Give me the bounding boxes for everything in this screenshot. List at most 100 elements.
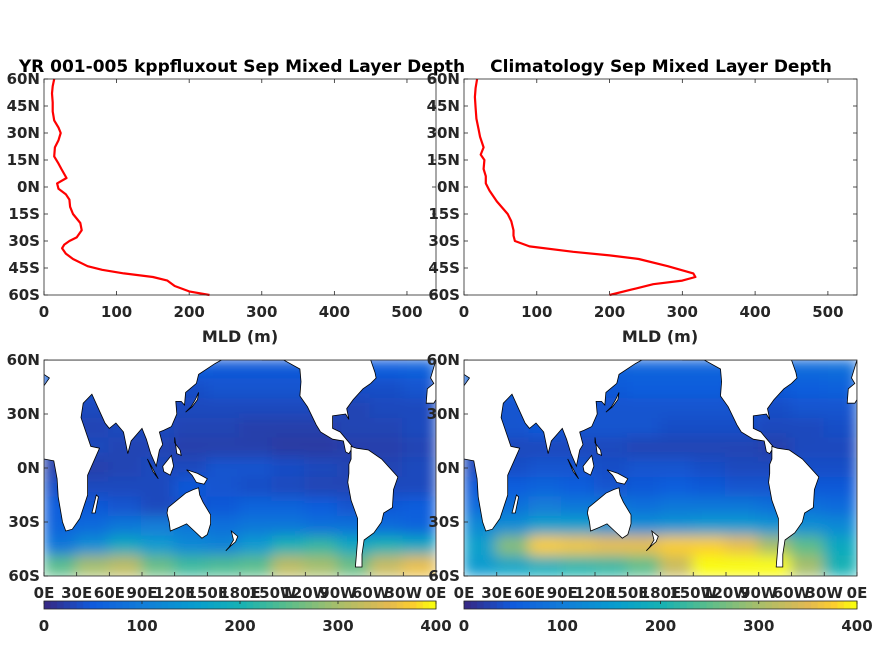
mld-cell	[206, 457, 241, 479]
mld-cell	[659, 437, 695, 460]
mld-cell	[528, 555, 564, 576]
colorbar-swatch	[122, 601, 130, 609]
mld-cell	[823, 457, 857, 479]
mld-cell	[659, 496, 695, 519]
colorbar-swatch	[706, 601, 714, 609]
mld-cell	[725, 476, 760, 499]
colorbar-swatch	[601, 601, 609, 609]
mld-cell	[402, 555, 436, 576]
mld-cell	[402, 496, 436, 519]
mld-cell	[692, 476, 728, 499]
x-tick-label: 120W	[281, 584, 329, 602]
colorbar-swatch	[739, 601, 747, 609]
colorbar-swatch	[640, 601, 648, 609]
colorbar-swatch	[272, 601, 280, 609]
colorbar-swatch	[246, 601, 254, 609]
x-tick-label: 90W	[740, 584, 778, 602]
colorbar-swatch	[292, 601, 300, 609]
y-tick-label: 15S	[8, 205, 40, 223]
colorbar-swatch	[614, 601, 622, 609]
colorbar-swatch	[686, 601, 694, 609]
colorbar-swatch	[529, 601, 537, 609]
colorbar-swatch	[63, 601, 71, 609]
x-tick-label: 200	[594, 303, 625, 321]
colorbar-swatch	[370, 601, 378, 609]
mld-cell	[108, 516, 143, 538]
x-tick-label: 0E	[847, 584, 868, 602]
mld-cell	[594, 398, 629, 420]
mld-cell	[823, 398, 857, 420]
x-tick-label: 200	[174, 303, 205, 321]
mld-cell	[108, 555, 143, 576]
colorbar-swatch	[791, 601, 799, 609]
mld-cell	[304, 516, 339, 538]
colorbar-swatch	[200, 601, 208, 609]
mld-cell	[626, 496, 662, 519]
colorbar-tick-label: 100	[547, 617, 578, 635]
x-tick-label: 0E	[454, 584, 475, 602]
mld-cell	[75, 516, 111, 538]
colorbar-swatch	[83, 601, 91, 609]
mld-cell	[402, 417, 436, 440]
colorbar-swatch	[135, 601, 143, 609]
mld-cell	[725, 555, 760, 576]
mld-cell	[369, 398, 405, 420]
model-profile-xlabel: MLD (m)	[202, 327, 278, 346]
mld-cell	[823, 437, 857, 460]
y-tick-label: 60S	[428, 567, 460, 585]
mld-cell	[561, 516, 597, 538]
colorbar-swatch	[148, 601, 156, 609]
colorbar-swatch	[542, 601, 550, 609]
colorbar-swatch	[673, 601, 681, 609]
climatology-map-x-ticks: 0E 30E 60E 90E120E150E180E150W120W90W60W30W…	[454, 572, 868, 602]
mld-cell	[44, 535, 78, 558]
mld-cell	[402, 437, 436, 460]
mld-cell	[464, 535, 498, 558]
mld-cell	[823, 496, 857, 519]
mld-cell	[692, 516, 728, 538]
x-tick-label: 0	[459, 303, 469, 321]
colorbar-swatch	[96, 601, 104, 609]
y-tick-label: 60N	[7, 351, 40, 369]
mld-cell	[659, 457, 695, 479]
mld-cell	[659, 360, 695, 381]
mld-cell	[626, 437, 662, 460]
x-tick-label: 30W	[806, 584, 844, 602]
mld-cell	[823, 360, 857, 381]
mld-cell	[271, 555, 307, 576]
land-mass	[567, 458, 579, 480]
colorbar-swatch	[680, 601, 688, 609]
mld-cell	[402, 398, 436, 420]
land-mass	[147, 458, 159, 480]
colorbar-swatch	[660, 601, 668, 609]
colorbar-swatch	[667, 601, 675, 609]
model-profile-x-ticks: 0 100 200 300 400 500	[39, 79, 423, 321]
mld-cell	[692, 555, 728, 576]
colorbar-swatch	[324, 601, 332, 609]
mld-cell	[173, 417, 209, 440]
colorbar-swatch	[830, 601, 838, 609]
mld-cell	[626, 417, 662, 440]
y-tick-label: 60N	[427, 351, 460, 369]
mld-cell	[206, 378, 241, 401]
colorbar-swatch	[509, 601, 517, 609]
y-tick-label: 60S	[8, 567, 40, 585]
mld-cell	[725, 457, 760, 479]
colorbar-swatch	[503, 601, 511, 609]
colorbar-swatch	[732, 601, 740, 609]
colorbar-swatch	[804, 601, 812, 609]
x-tick-label: 120E	[574, 584, 616, 602]
climatology-profile-xlabel: MLD (m)	[622, 327, 698, 346]
mld-cell	[141, 535, 176, 558]
y-tick-label: 45S	[8, 259, 40, 277]
y-tick-label: 30S	[8, 232, 40, 250]
mld-cell	[725, 516, 760, 538]
climatology-profile-x-ticks: 0 100 200 300 400 500	[459, 79, 844, 321]
mld-cell	[369, 417, 405, 440]
x-tick-label: 300	[667, 303, 698, 321]
land-mass	[586, 487, 632, 539]
x-tick-label: 180E	[219, 584, 261, 602]
y-tick-label: 60S	[428, 286, 460, 304]
colorbar-swatch	[390, 601, 398, 609]
